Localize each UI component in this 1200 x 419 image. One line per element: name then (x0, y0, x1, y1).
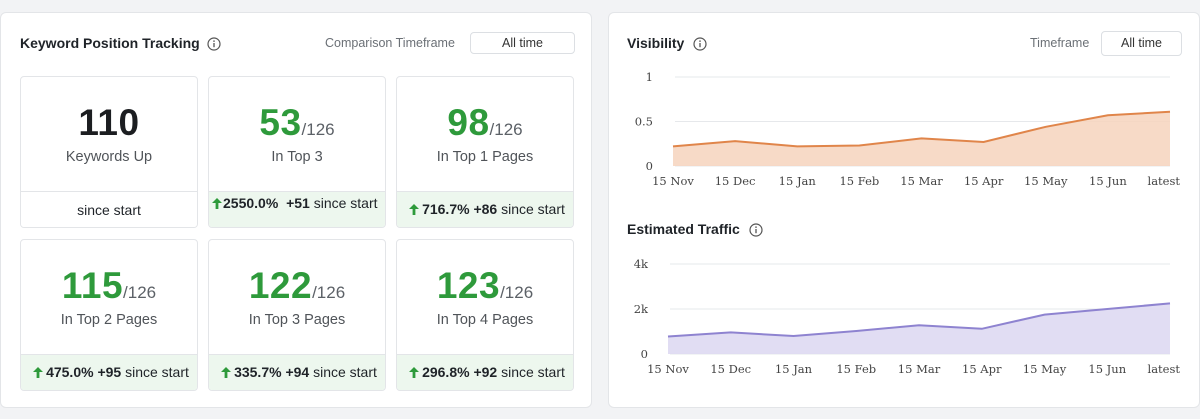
info-icon[interactable] (749, 223, 763, 237)
y-tick-label: 0 (641, 347, 648, 361)
arrow-up-icon (212, 198, 222, 209)
visibility-traffic-panel: Visibility Timeframe All time 1 0.5 0 15 No… (608, 12, 1200, 408)
card-total: /126 (123, 283, 157, 302)
card-label: Keywords Up (65, 149, 153, 165)
comparison-timeframe-select[interactable]: All time (470, 32, 575, 54)
change-percent: 296.8% (422, 364, 470, 380)
visibility-title: Visibility (627, 35, 685, 51)
change-delta: +51 (286, 195, 310, 211)
arrow-up-icon (409, 204, 420, 215)
since-start-text: since start (77, 201, 141, 218)
x-tick-label: 15 Dec (710, 362, 751, 376)
card-value: 98 (447, 102, 490, 143)
x-tick-label: 15 May (1024, 174, 1068, 188)
x-tick-label: 15 Nov (652, 174, 694, 188)
x-tick-label: 15 Feb (836, 362, 876, 376)
x-tick-label: 15 Jan (779, 174, 817, 188)
since-start-text: since start (125, 364, 189, 380)
change-percent: 716.7% (422, 201, 470, 217)
panel-title: Keyword Position Tracking (20, 35, 200, 51)
card-total: /126 (489, 120, 523, 139)
since-start-text: since start (501, 364, 565, 380)
change-delta: +86 (473, 201, 498, 217)
comparison-timeframe-label: Comparison Timeframe (325, 36, 455, 50)
x-tick-label: 15 Apr (962, 362, 1002, 376)
in-top-2-pages-card: 115/126 In Top 2 Pages 475.0% +95 since … (20, 239, 198, 391)
x-tick-label: latest (1148, 362, 1181, 376)
card-value: 110 (78, 102, 140, 143)
in-top-3-pages-card: 122/126 In Top 3 Pages 335.7% +94 since … (208, 239, 386, 391)
in-top-4-pages-card: 123/126 In Top 4 Pages 296.8% +92 since … (396, 239, 574, 391)
change-percent: 2550.0% (223, 195, 279, 211)
since-start-text: since start (501, 201, 565, 217)
x-tick-label: latest (1148, 174, 1181, 188)
card-footer: 335.7% +94 since start (209, 354, 385, 390)
estimated-traffic-title: Estimated Traffic (627, 221, 740, 237)
series-line (672, 110, 1171, 148)
y-tick-label: 0 (646, 159, 653, 173)
series-area (668, 303, 1170, 354)
since-start-text: since start (313, 195, 378, 211)
info-icon[interactable] (693, 37, 707, 51)
estimated-traffic-chart: 4k 2k 015 Nov 15 Dec 15 Jan 15 Feb 15 Mar 15 Ap… (634, 257, 1181, 376)
x-tick-label: 15 Dec (715, 174, 756, 188)
x-tick-label: 15 May (1023, 362, 1067, 376)
y-tick-label: 0.5 (635, 115, 653, 129)
arrow-up-icon (221, 367, 232, 378)
y-tick-label: 1 (646, 70, 653, 84)
card-value: 53 (259, 102, 302, 143)
card-footer: 2550.0% +51 since start (209, 191, 385, 227)
keyword-position-tracking-panel: Keyword Position Tracking Comparison Tim… (0, 12, 592, 408)
card-label: In Top 2 Pages (60, 312, 158, 328)
card-footer: 475.0% +95 since start (21, 354, 197, 390)
arrow-up-icon (33, 367, 44, 378)
x-tick-label: 15 Mar (900, 174, 943, 188)
in-top-3-card: 53/126 In Top 3 2550.0% +51 since start (208, 76, 386, 228)
card-value: 123 (436, 265, 501, 306)
timeframe-label: Timeframe (1030, 36, 1090, 50)
card-footer: 296.8% +92 since start (397, 354, 573, 390)
card-label: In Top 3 Pages (248, 312, 346, 328)
x-tick-label: 15 Jan (775, 362, 813, 376)
card-value: 122 (248, 265, 313, 306)
card-total: /126 (301, 120, 335, 139)
card-label: In Top 1 Pages (436, 149, 534, 165)
series-line (667, 302, 1171, 338)
card-value: 115 (61, 265, 124, 306)
info-icon[interactable] (207, 37, 221, 51)
change-delta: +94 (285, 364, 310, 380)
card-footer: since start (21, 191, 197, 227)
card-label: In Top 3 (271, 149, 323, 165)
card-label: In Top 4 Pages (436, 312, 534, 328)
x-tick-label: 15 Apr (964, 174, 1004, 188)
visibility-chart: 1 0.5 015 Nov 15 Dec 15 Jan 15 Feb 15 Mar 15 Ap… (635, 70, 1181, 188)
y-tick-label: 2k (634, 302, 649, 316)
in-top-1-pages-card: 98/126 In Top 1 Pages 716.7% +86 since s… (396, 76, 574, 228)
change-delta: +92 (473, 364, 498, 380)
arrow-up-icon (409, 367, 420, 378)
keywords-up-card: 110 Keywords Up since start (20, 76, 198, 228)
since-start-text: since start (313, 364, 377, 380)
x-tick-label: 15 Nov (647, 362, 689, 376)
card-total: /126 (500, 283, 534, 302)
change-percent: 335.7% (234, 364, 282, 380)
x-tick-label: 15 Feb (839, 174, 879, 188)
change-percent: 475.0% (46, 364, 94, 380)
x-tick-label: 15 Jun (1088, 362, 1126, 376)
x-tick-label: 15 Mar (898, 362, 941, 376)
x-tick-label: 15 Jun (1089, 174, 1127, 188)
card-footer: 716.7% +86 since start (397, 191, 573, 227)
card-total: /126 (312, 283, 346, 302)
change-delta: +95 (97, 364, 122, 380)
y-tick-label: 4k (634, 257, 649, 271)
timeframe-select[interactable]: All time (1101, 31, 1182, 56)
